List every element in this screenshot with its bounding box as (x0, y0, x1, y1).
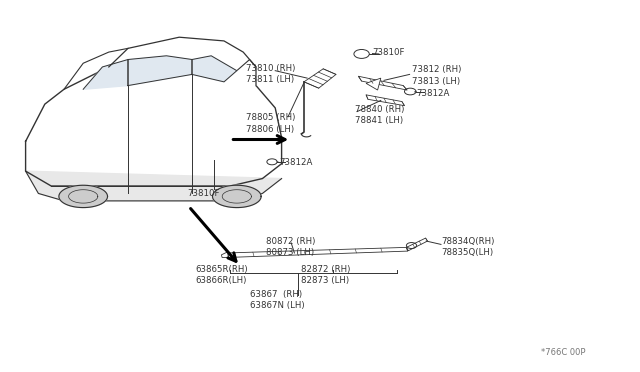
Polygon shape (304, 69, 336, 88)
Text: 73810 (RH)
73811 (LH): 73810 (RH) 73811 (LH) (246, 64, 296, 84)
Text: 63865R(RH)
63866R(LH): 63865R(RH) 63866R(LH) (195, 265, 248, 285)
Text: 82872 (RH)
82873 (LH): 82872 (RH) 82873 (LH) (301, 265, 350, 285)
Polygon shape (366, 95, 404, 106)
Text: 73812 (RH)
73813 (LH): 73812 (RH) 73813 (LH) (412, 65, 461, 86)
Polygon shape (83, 60, 128, 89)
Text: 73810F: 73810F (187, 189, 220, 198)
Polygon shape (128, 56, 192, 86)
Text: 73812A: 73812A (416, 89, 449, 97)
Text: 80872 (RH)
80873 (LH): 80872 (RH) 80873 (LH) (266, 237, 315, 257)
Polygon shape (109, 37, 256, 86)
Text: 78840 (RH)
78841 (LH): 78840 (RH) 78841 (LH) (355, 105, 404, 125)
Polygon shape (59, 185, 108, 208)
Polygon shape (221, 251, 228, 257)
Polygon shape (358, 76, 407, 90)
Polygon shape (406, 238, 428, 251)
Polygon shape (26, 52, 282, 186)
Text: *766C 00P: *766C 00P (541, 348, 586, 357)
Polygon shape (192, 56, 237, 82)
Polygon shape (227, 247, 408, 257)
Polygon shape (26, 171, 282, 201)
Text: 78805 (RH)
78806 (LH): 78805 (RH) 78806 (LH) (246, 113, 296, 134)
Polygon shape (212, 185, 261, 208)
Text: 63867  (RH)
63867N (LH): 63867 (RH) 63867N (LH) (250, 290, 304, 310)
Text: 73810F: 73810F (372, 48, 405, 57)
Text: 73812A: 73812A (280, 158, 313, 167)
Polygon shape (366, 78, 381, 90)
Text: 78834Q(RH)
78835Q(LH): 78834Q(RH) 78835Q(LH) (442, 237, 495, 257)
